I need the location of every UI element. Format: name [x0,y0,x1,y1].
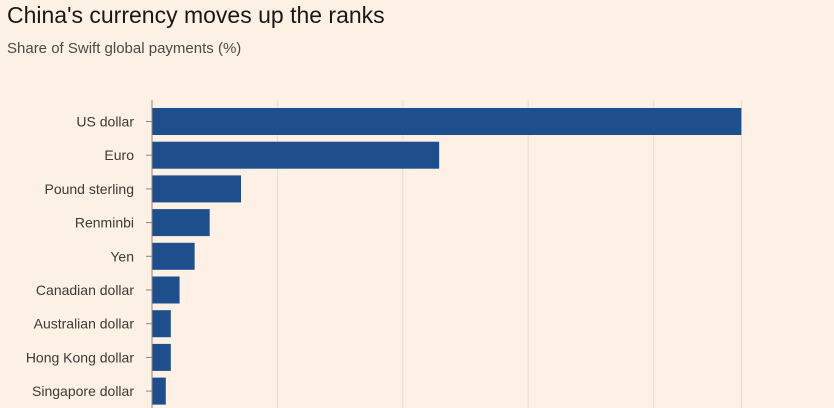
chart-subtitle: Share of Swift global payments (%) [7,40,242,57]
category-label-canadian-dollar: Canadian dollar [36,282,134,298]
category-labels: US dollar Euro Pound sterling Renminbi Yen Ca… [26,114,152,399]
bar-pound-sterling [152,175,242,203]
bar-canadian-dollar [152,276,180,304]
bar-australian-dollar [152,310,171,338]
category-label-yen: Yen [110,248,134,264]
bar-renminbi [152,209,210,237]
category-label-us-dollar: US dollar [76,114,134,130]
category-label-hong-kong-dollar: Hong Kong dollar [26,349,135,365]
category-label-euro: Euro [104,147,134,163]
bar-hong-kong-dollar [152,343,171,371]
bars [152,108,742,405]
category-label-singapore-dollar: Singapore dollar [32,383,134,399]
category-label-australian-dollar: Australian dollar [34,316,135,332]
category-label-pound-sterling: Pound sterling [44,181,134,197]
bar-us-dollar [152,108,742,135]
bar-euro [152,141,440,169]
chart-title: China's currency moves up the ranks [7,2,385,28]
bar-singapore-dollar [152,377,166,405]
bar-yen [152,242,195,270]
category-label-renminbi: Renminbi [75,215,134,231]
